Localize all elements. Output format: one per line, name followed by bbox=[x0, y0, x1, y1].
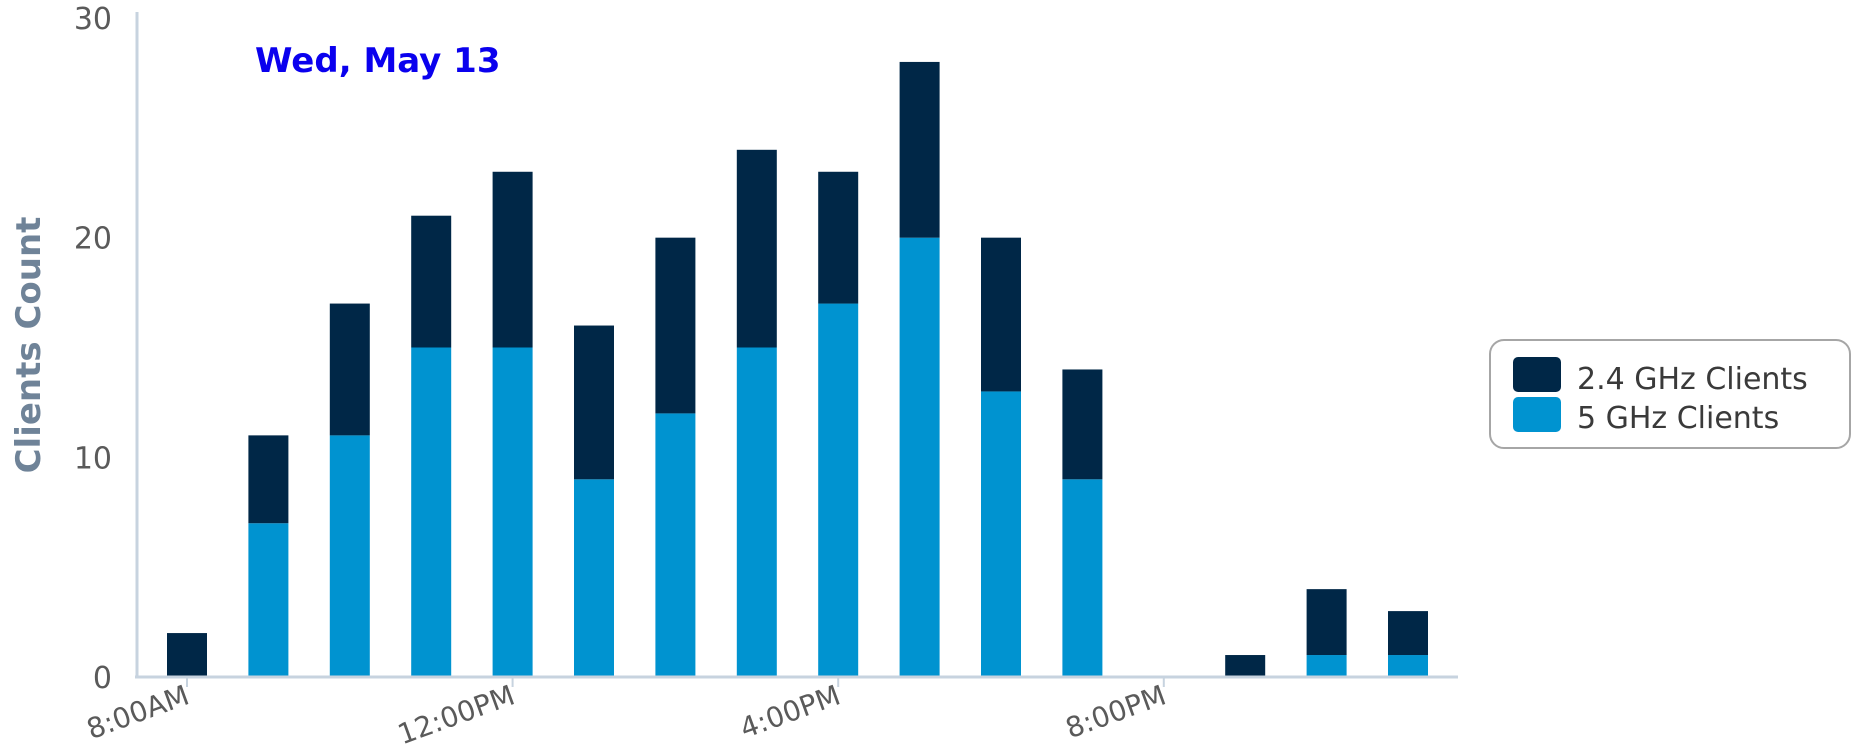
bar-segment-5ghz-10 bbox=[329, 435, 370, 677]
legend[interactable]: 2.4 GHz Clients 5 GHz Clients bbox=[1489, 339, 1851, 449]
bar-segment-5ghz-19 bbox=[1062, 479, 1103, 677]
bar-segment-5ghz-11 bbox=[411, 347, 452, 677]
bar-segment-2-4ghz-21 bbox=[1225, 655, 1266, 677]
bar-segment-5ghz-13 bbox=[574, 479, 614, 677]
bar-segment-2-4ghz-15 bbox=[736, 149, 777, 348]
bar-segment-2-4ghz-14 bbox=[655, 237, 696, 414]
bar-segment-5ghz-18 bbox=[981, 391, 1021, 677]
y-tick-labels: 0 10 20 30 bbox=[74, 2, 112, 696]
axes-layer bbox=[135, 12, 1458, 679]
y-tick-label-10: 10 bbox=[74, 441, 112, 476]
y-axis-title: Clients Count bbox=[9, 217, 49, 474]
legend-box bbox=[1489, 339, 1851, 449]
bar-segment-5ghz-9 bbox=[248, 523, 289, 677]
bar-segment-5ghz-17 bbox=[899, 237, 940, 677]
bar-segment-2-4ghz-18 bbox=[981, 237, 1021, 392]
bar-segment-2-4ghz-9 bbox=[248, 435, 289, 524]
bars-layer bbox=[167, 61, 1428, 677]
y-tick-label-30: 30 bbox=[74, 2, 112, 37]
bar-segment-5ghz-16 bbox=[818, 303, 859, 677]
y-tick-label-20: 20 bbox=[74, 222, 112, 257]
legend-label-2-4ghz: 2.4 GHz Clients bbox=[1577, 362, 1808, 397]
x-tick-label: 8:00PM bbox=[1061, 679, 1170, 746]
legend-swatch-5ghz bbox=[1513, 397, 1561, 432]
bar-segment-5ghz-14 bbox=[655, 413, 696, 677]
y-tick-label-0: 0 bbox=[93, 661, 112, 696]
legend-swatch-2-4ghz bbox=[1513, 357, 1561, 392]
bar-segment-2-4ghz-17 bbox=[899, 61, 940, 238]
x-tick-labels: 8:00AM 12:00PM 4:00PM 8:00PM bbox=[82, 677, 1170, 750]
bar-segment-2-4ghz-16 bbox=[818, 171, 859, 304]
bar-segment-2-4ghz-13 bbox=[574, 325, 614, 480]
bar-segment-5ghz-15 bbox=[736, 347, 777, 677]
bar-segment-5ghz-23 bbox=[1388, 655, 1428, 677]
bar-segment-5ghz-22 bbox=[1306, 655, 1347, 677]
bar-segment-2-4ghz-8 bbox=[167, 633, 207, 677]
date-annotation: Wed, May 13 bbox=[255, 41, 501, 81]
bar-segment-2-4ghz-11 bbox=[411, 215, 452, 348]
bar-segment-2-4ghz-23 bbox=[1388, 611, 1428, 656]
bar-segment-2-4ghz-12 bbox=[492, 171, 533, 348]
legend-label-5ghz: 5 GHz Clients bbox=[1577, 401, 1779, 436]
x-tick-label: 12:00PM bbox=[393, 679, 519, 746]
x-tick-label: 4:00PM bbox=[736, 679, 845, 746]
bar-segment-2-4ghz-22 bbox=[1306, 589, 1347, 656]
bar-segment-2-4ghz-10 bbox=[329, 303, 370, 436]
bar-segment-5ghz-12 bbox=[492, 347, 533, 677]
bar-segment-2-4ghz-19 bbox=[1062, 369, 1103, 480]
